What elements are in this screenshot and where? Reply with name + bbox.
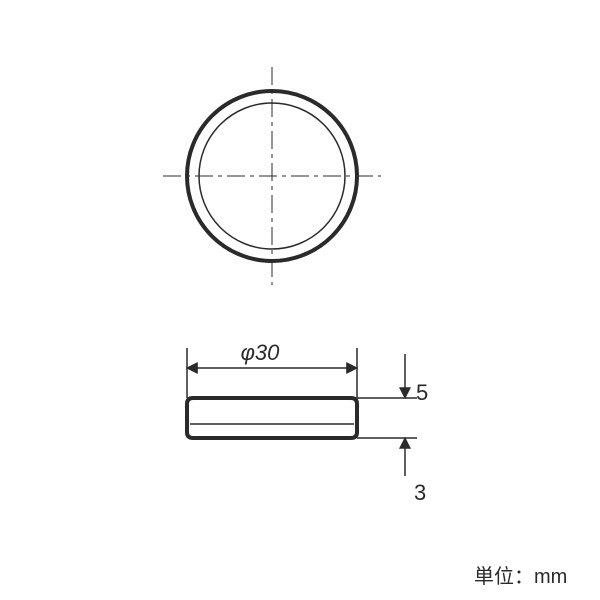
dimension-diameter-label: φ30	[241, 340, 281, 365]
dimension-height-3-label: 3	[414, 480, 426, 505]
side-view	[187, 398, 357, 438]
dimension-diameter: φ30	[187, 340, 357, 398]
dimension-heights: 53	[357, 354, 428, 505]
unit-label: 単位：mm	[474, 560, 567, 589]
dimension-height-5-label: 5	[416, 380, 428, 405]
top-view	[163, 67, 381, 285]
